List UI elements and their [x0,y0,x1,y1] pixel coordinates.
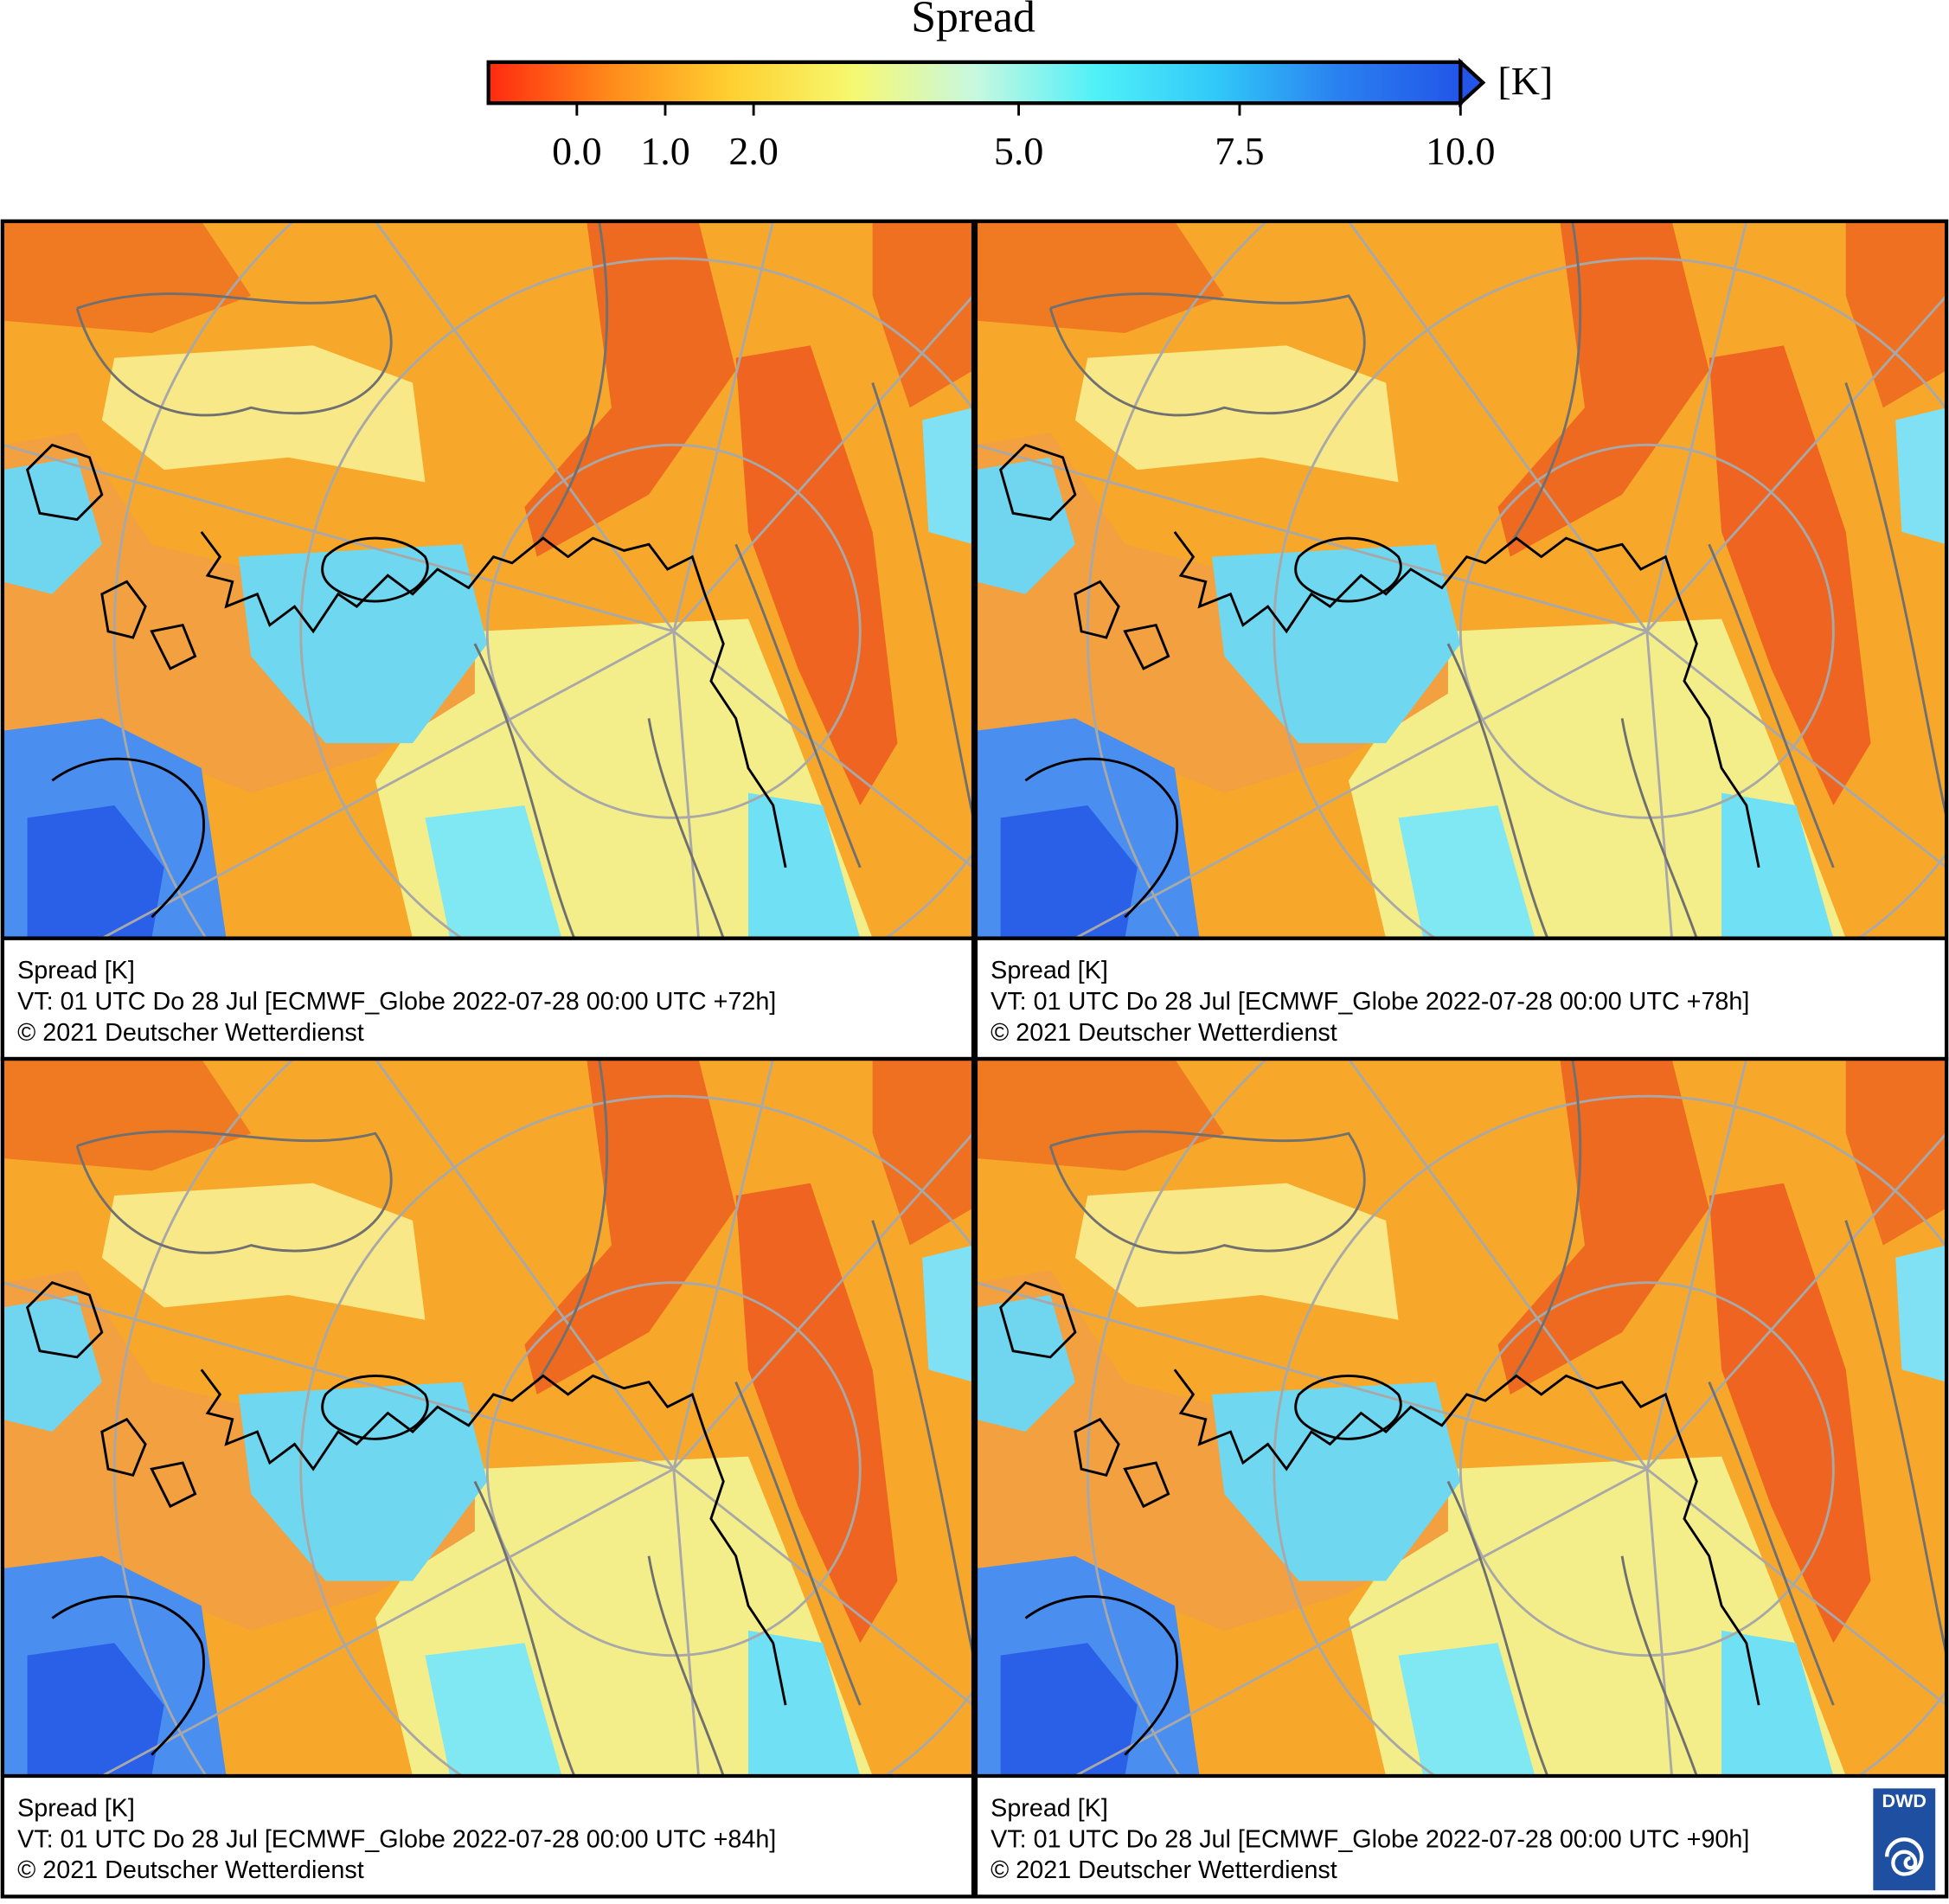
colorbar-unit: [K] [1497,59,1553,103]
caption-box [975,938,1947,1060]
panel-frame [973,1056,1949,1899]
caption-line: Spread [K] [991,1794,1108,1822]
caption-line: Spread [K] [991,957,1108,984]
caption-line: © 2021 Deutscher Wetterdienst [17,1856,364,1884]
colorbar [486,60,1463,106]
colorbar-tick-label: 1.0 [640,129,689,173]
panels: Spread [K] VT: 01 UTC Do 28 Jul [ECMWF_Gl… [0,219,1949,1899]
title: Spread [911,0,1035,42]
logo-text: DWD [1882,1790,1927,1811]
colorbar-tick-label: 5.0 [994,129,1043,173]
caption-line: VT: 01 UTC Do 28 Jul [ECMWF_Globe 2022-0… [991,1825,1749,1853]
caption-line: VT: 01 UTC Do 28 Jul [ECMWF_Globe 2022-0… [17,988,776,1016]
caption-line: © 2021 Deutscher Wetterdienst [991,1856,1337,1884]
caption-box [975,1776,1947,1897]
logo-swirl [1885,1837,1924,1876]
colorbar-tick-label: 0.0 [552,129,601,173]
caption-box [2,1776,974,1897]
caption-line: Spread [K] [17,1794,135,1822]
caption-line: © 2021 Deutscher Wetterdienst [17,1019,364,1047]
caption-box [2,938,974,1060]
panel-frame [0,1056,976,1899]
colorbar-tick-label: 10.0 [1426,129,1495,173]
caption-line: Spread [K] [17,957,135,984]
colorbar-tick-label: 2.0 [728,129,778,173]
caption-line: VT: 01 UTC Do 28 Jul [ECMWF_Globe 2022-0… [17,1825,776,1853]
colorbar-extend [1459,57,1486,108]
caption-line: © 2021 Deutscher Wetterdienst [991,1019,1337,1047]
colorbar-tick-label: 7.5 [1215,129,1264,173]
caption-line: VT: 01 UTC Do 28 Jul [ECMWF_Globe 2022-0… [991,988,1749,1016]
